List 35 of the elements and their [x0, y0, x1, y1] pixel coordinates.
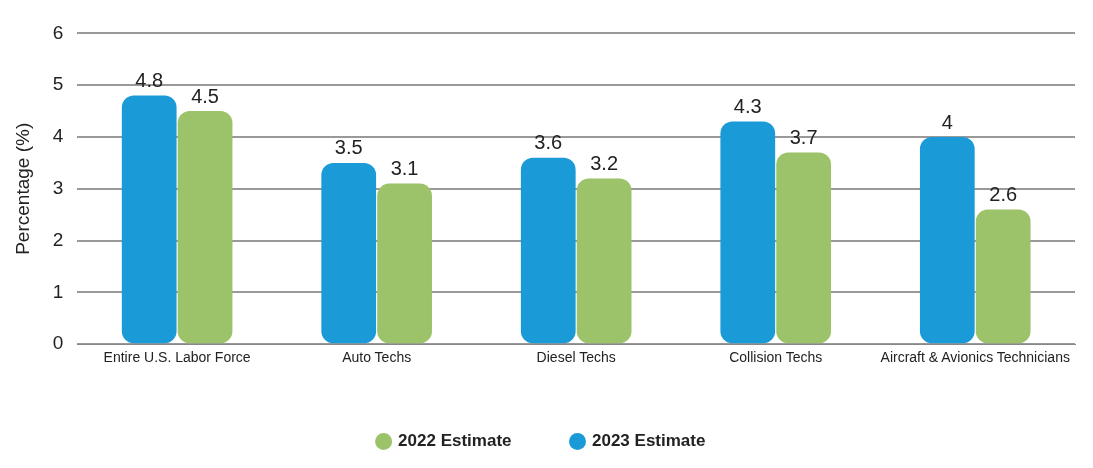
data-label: 4.3 — [733, 94, 762, 117]
y-axis-title: Percentage (%) — [11, 122, 33, 255]
x-tick-label: Entire U.S. Labor Force — [103, 349, 251, 366]
data-label: 3.1 — [390, 157, 419, 180]
bar — [520, 157, 576, 344]
data-label: 3.5 — [334, 136, 363, 159]
data-label: 3.6 — [534, 131, 563, 154]
legend-label: 2023 Estimate — [592, 431, 706, 451]
bar — [919, 137, 975, 344]
data-label: 4 — [941, 110, 953, 133]
y-tick-label: 1 — [52, 280, 64, 302]
bar — [121, 95, 177, 344]
bar — [177, 111, 233, 344]
bar — [776, 152, 832, 344]
x-tick-label: Diesel Techs — [536, 349, 616, 366]
bar — [720, 121, 776, 344]
data-label: 4.8 — [135, 69, 164, 92]
data-label: 3.7 — [789, 126, 818, 149]
y-tick-label: 5 — [52, 73, 64, 95]
y-tick-label: 4 — [52, 125, 64, 147]
data-label: 2.6 — [989, 183, 1018, 206]
y-tick-label: 0 — [52, 332, 64, 354]
bar — [576, 178, 632, 344]
bar — [377, 183, 432, 344]
data-label: 4.5 — [191, 84, 219, 107]
y-tick-label: 2 — [52, 228, 64, 250]
x-tick-label: Collision Techs — [729, 349, 823, 366]
x-tick-label: Auto Techs — [342, 349, 412, 366]
bar — [975, 209, 1031, 344]
legend-label: 2022 Estimate — [398, 431, 512, 451]
x-tick-label: Aircraft & Avionics Technicians — [880, 349, 1070, 366]
bar — [321, 162, 377, 344]
y-tick-label: 3 — [52, 177, 64, 199]
data-label: 3.2 — [590, 151, 619, 174]
y-tick-label: 6 — [52, 21, 64, 43]
